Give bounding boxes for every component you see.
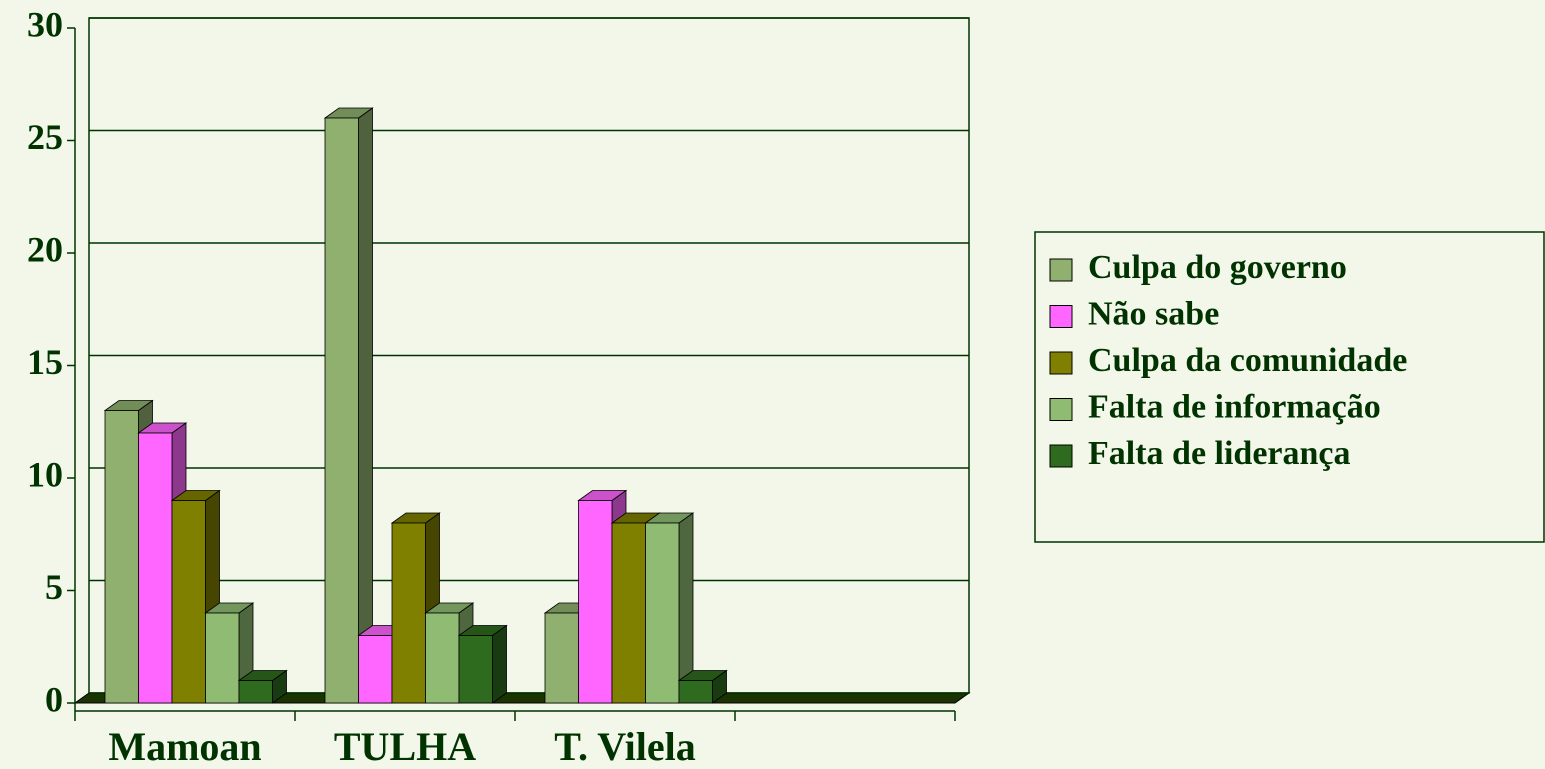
y-tick-label: 30 [27, 4, 63, 44]
y-tick-label: 5 [45, 567, 63, 607]
legend-label: Culpa do governo [1088, 249, 1347, 286]
bar-front [324, 117, 359, 704]
bar-front [358, 635, 393, 704]
legend-swatch [1049, 305, 1073, 328]
bar-front [678, 680, 713, 704]
legend-box [1034, 231, 1545, 543]
legend-label: Falta de liderança [1088, 435, 1351, 472]
bar-front [104, 410, 139, 704]
bar-front [578, 500, 613, 704]
bar-front [611, 522, 646, 704]
bar-side [492, 624, 507, 704]
legend-swatch [1049, 351, 1073, 375]
y-tick-label: 10 [27, 454, 63, 494]
bar-front [391, 522, 426, 704]
legend-label: Falta de informação [1088, 388, 1381, 425]
bar-front [171, 500, 206, 704]
legend-swatch [1049, 444, 1073, 468]
bar-front [205, 612, 240, 704]
bar [644, 512, 695, 704]
bar [457, 624, 508, 704]
bar [677, 669, 728, 704]
bar-front [645, 522, 680, 704]
bar-front [238, 680, 273, 704]
y-tick-label: 20 [27, 229, 63, 269]
legend-label: Não sabe [1088, 295, 1219, 332]
legend-swatch [1049, 258, 1073, 282]
y-tick-label: 0 [45, 679, 63, 719]
bar-front [458, 635, 493, 704]
bar-front [544, 612, 579, 704]
y-tick-label: 15 [27, 342, 63, 382]
bar-front [425, 612, 460, 704]
bar [323, 107, 374, 704]
x-tick-label: TULHA [334, 724, 476, 769]
bar-front [138, 432, 173, 704]
bar-side [358, 107, 373, 704]
x-tick-label: Mamoan [108, 724, 261, 769]
y-tick-label: 25 [27, 117, 63, 157]
x-tick-label: T. Vilela [554, 724, 695, 769]
legend-swatch [1049, 398, 1073, 421]
bar [237, 669, 288, 704]
legend-label: Culpa da comunidade [1088, 342, 1407, 379]
